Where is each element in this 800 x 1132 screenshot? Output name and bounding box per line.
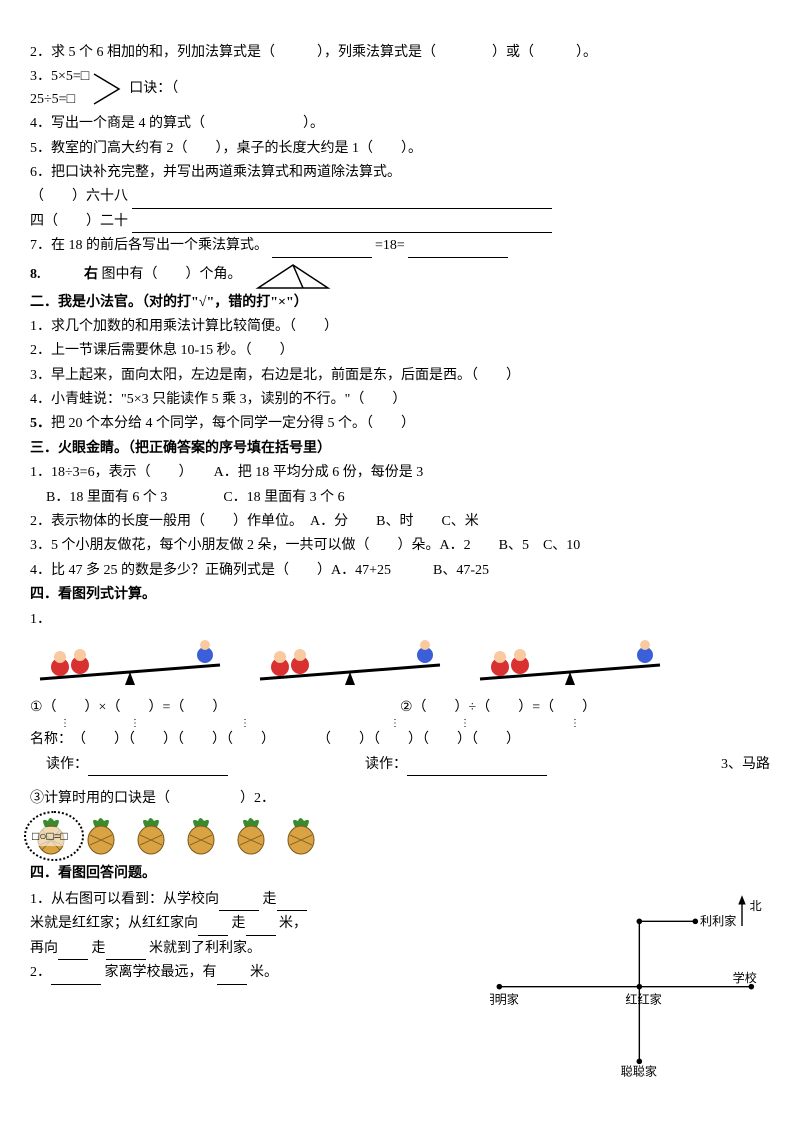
name-row: 名称： （ ）（ ）（ ）（ ） （ ）（ ）（ ）（ ） — [30, 729, 770, 751]
s4-q3: ③计算时用的口诀是（ ）2． — [30, 788, 770, 810]
s5-q1: 1．从右图可以看到：从学校向 走 — [30, 889, 490, 911]
blank[interactable] — [272, 243, 372, 258]
q3-koujue: 口诀：（ — [129, 78, 178, 100]
seesaw-2-icon — [250, 637, 450, 687]
s3-q4: 4．比 47 多 25 的数是多少？正确列式是（ ）A．47+25 B、47-2… — [30, 560, 770, 582]
blank[interactable] — [277, 896, 307, 911]
question-6b: 四（ ）二十 — [30, 211, 770, 233]
blank[interactable] — [407, 761, 547, 776]
dots-row: ⋮⋮⋮ ⋮⋮⋮ — [30, 721, 770, 727]
pineapple-icon — [230, 815, 274, 855]
pineapple-icon — [130, 815, 174, 855]
north-label: 北 — [749, 899, 761, 913]
question-4: 4．写出一个商是 4 的算式（ ）。 — [30, 113, 770, 135]
question-6a: （ ）六十八 — [30, 186, 770, 208]
eq-2: ②（ ）÷（ ）=（ ） — [400, 697, 770, 719]
pineapple-row: □○□=□ — [30, 815, 770, 855]
mingming-label: 明明家 — [490, 991, 519, 1006]
blank[interactable] — [51, 970, 101, 985]
s3-q2: 2．表示物体的长度一般用（ ）作单位。 A．分 B、时 C、米 — [30, 511, 770, 533]
section-5-title: 四．看图回答问题。 — [30, 863, 770, 885]
pineapple-icon — [80, 815, 124, 855]
blank[interactable] — [246, 921, 276, 936]
seesaw-1-icon — [30, 637, 230, 687]
pineapple-icon — [280, 815, 324, 855]
eq-1: ①（ ）×（ ）=（ ） — [30, 697, 400, 719]
honghong-label: 红红家 — [625, 991, 661, 1006]
box-eq: □○□=□ — [32, 827, 68, 846]
s3-q3: 3．5 个小朋友做花，每个小朋友做 2 朵，一共可以做（ ）朵。A．2 B、5 … — [30, 535, 770, 557]
blank-line[interactable] — [132, 218, 552, 233]
triangle-diagram-icon — [253, 260, 333, 290]
blank[interactable] — [408, 243, 508, 258]
question-7: 7．在 18 的前后各写出一个乘法算式。 =18= — [30, 235, 770, 257]
map-diagram: 北 利利家 学校 明明家 红红家 聪聪家 — [490, 887, 770, 1077]
map-question: 1．从右图可以看到：从学校向 走 米就是红红家；从红红家向 走 米， 再向 走 … — [30, 887, 770, 1077]
s2-q1: 1．求几个加数的和用乘法计算比较简便。（ ） — [30, 316, 770, 338]
s2-q5: 5．把 20 个本分给 4 个同学，每个同学一定分得 5 个。（ ） — [30, 413, 770, 435]
congcong-label: 聪聪家 — [621, 1063, 657, 1077]
question-3: 3．5×5=□ 25÷5=□ 口诀：（ — [30, 66, 770, 111]
school-label: 学校 — [733, 970, 757, 985]
note-3-road: 3、马路 — [700, 754, 770, 776]
bracket-icon — [89, 69, 129, 109]
s5-q2: 2． 家离学校最远，有 米。 — [30, 962, 490, 984]
s5-q1b: 米就是红红家；从红红家向 走 米， — [30, 913, 490, 935]
seesaw-diagrams — [30, 637, 770, 687]
question-8: 8. 右 图中有（ ）个角。 — [30, 260, 770, 290]
s2-q3: 3．早上起来，面向太阳，左边是南，右边是北，前面是东，后面是西。（ ） — [30, 365, 770, 387]
s4-q1: 1． — [30, 609, 770, 631]
question-6: 6．把口诀补充完整，并写出两道乘法算式和两道除法算式。 — [30, 162, 770, 184]
s2-q4: 4．小青蛙说："5×3 只能读作 5 乘 3，读别的不行。"（ ） — [30, 389, 770, 411]
blank[interactable] — [106, 945, 146, 960]
s3-q1: 1．18÷3=6，表示（ ） A．把 18 平均分成 6 份，每份是 3 — [30, 462, 770, 484]
q3-line1: 3．5×5=□ — [30, 66, 89, 88]
s5-q1c: 再向 走 米就到了利利家。 — [30, 938, 490, 960]
q3-line2: 25÷5=□ — [30, 89, 89, 111]
s3-q1b: B．18 里面有 6 个 3 C．18 里面有 3 个 6 — [46, 487, 770, 509]
s2-q2: 2．上一节课后需要休息 10-15 秒。（ ） — [30, 340, 770, 362]
section-2-title: 二．我是小法官。（对的打"√"，错的打"×"） — [30, 292, 770, 314]
section-3-title: 三．火眼金睛。（把正确答案的序号填在括号里） — [30, 438, 770, 460]
blank-line[interactable] — [132, 194, 552, 209]
question-2: 2．求 5 个 6 相加的和，列加法算式是（ ），列乘法算式是（ ）或（ ）。 — [30, 42, 770, 64]
lili-label: 利利家 — [700, 913, 736, 928]
section-4-title: 四．看图列式计算。 — [30, 584, 770, 606]
blank[interactable] — [198, 921, 228, 936]
blank[interactable] — [217, 970, 247, 985]
equation-row: ①（ ）×（ ）=（ ） ②（ ）÷（ ）=（ ） — [30, 697, 770, 719]
question-5: 5．教室的门高大约有 2（ ），桌子的长度大约是 1（ ）。 — [30, 138, 770, 160]
blank[interactable] — [219, 896, 259, 911]
pineapple-icon — [180, 815, 224, 855]
read-row: 读作： 读作： 3、马路 — [30, 754, 770, 776]
blank[interactable] — [58, 945, 88, 960]
blank[interactable] — [88, 761, 228, 776]
seesaw-3-icon — [470, 637, 670, 687]
